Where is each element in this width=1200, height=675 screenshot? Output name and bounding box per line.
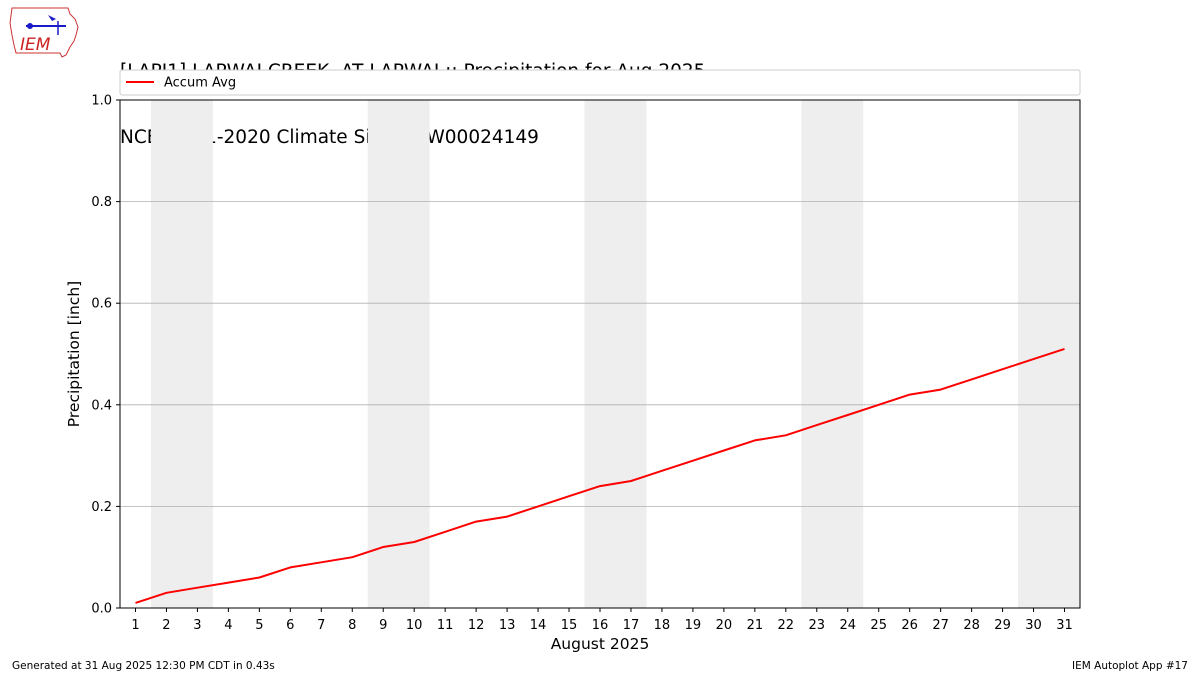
x-tick-label: 24 [839, 618, 856, 633]
iem-logo: IEM [9, 7, 79, 58]
x-tick-label: 17 [623, 618, 640, 633]
x-tick-label: 4 [224, 618, 232, 633]
x-tick-label: 28 [963, 618, 980, 633]
x-tick-label: 16 [592, 618, 609, 633]
x-tick-label: 30 [1025, 618, 1042, 633]
legend-entry: Accum Avg [164, 76, 236, 91]
logo-text: IEM [20, 35, 51, 55]
x-tick-label: 29 [994, 618, 1011, 633]
weekend-band [584, 100, 647, 608]
x-axis-label: August 2025 [551, 635, 650, 653]
x-tick-label: 22 [778, 618, 795, 633]
weekend-band [150, 100, 213, 608]
legend-box [119, 69, 1081, 96]
x-tick-label: 20 [716, 618, 733, 633]
weather-symbol [27, 23, 33, 29]
y-tick-label: 0.2 [91, 500, 112, 515]
x-tick-label: 25 [870, 618, 887, 633]
x-tick-label: 5 [255, 618, 263, 633]
x-tick-label: 7 [317, 618, 325, 633]
y-tick-label: 1.0 [91, 94, 112, 109]
legend: Accum Avg [119, 69, 1081, 96]
x-tick-label: 2 [162, 618, 170, 633]
x-tick-label: 10 [406, 618, 423, 633]
x-tick-label: 3 [193, 618, 201, 633]
weather-symbol [48, 15, 56, 21]
iowa-outline [9, 7, 79, 58]
x-tick-label: 31 [1056, 618, 1073, 633]
x-tick-label: 11 [437, 618, 454, 633]
y-tick-label: 0.6 [91, 297, 112, 312]
series-layer [135, 347, 1065, 604]
x-tick-label: 13 [499, 618, 516, 633]
x-tick-label: 12 [468, 618, 485, 633]
y-tick-label: 0.8 [91, 195, 112, 210]
y-axis: 0.0 0.2 0.4 0.6 0.8 1.0 [91, 94, 120, 617]
y-tick-label: 0.4 [91, 398, 112, 413]
x-tick-label: 8 [348, 618, 356, 633]
x-tick-label: 26 [901, 618, 918, 633]
weekend-bands [150, 100, 1080, 608]
weekend-band [367, 100, 430, 608]
x-tick-label: 19 [685, 618, 702, 633]
weekend-band [801, 100, 864, 608]
x-axis: 1 2 3 4 5 6 7 8 9 10 11 12 13 14 15 16 17 18 19 20 21 22 23 24 2… [131, 608, 1073, 633]
x-tick-label: 21 [747, 618, 764, 633]
x-tick-label: 6 [286, 618, 294, 633]
x-tick-label: 14 [530, 618, 547, 633]
generated-timestamp: Generated at 31 Aug 2025 12:30 PM CDT in… [12, 660, 275, 672]
x-tick-label: 1 [131, 618, 139, 633]
x-tick-label: 15 [561, 618, 578, 633]
x-tick-label: 18 [654, 618, 671, 633]
y-tick-label: 0.0 [91, 602, 112, 617]
app-label: IEM Autoplot App #17 [1072, 660, 1188, 672]
y-axis-label: Precipitation [inch] [65, 281, 83, 427]
x-tick-label: 27 [932, 618, 949, 633]
x-tick-label: 23 [809, 618, 826, 633]
x-tick-label: 9 [379, 618, 387, 633]
